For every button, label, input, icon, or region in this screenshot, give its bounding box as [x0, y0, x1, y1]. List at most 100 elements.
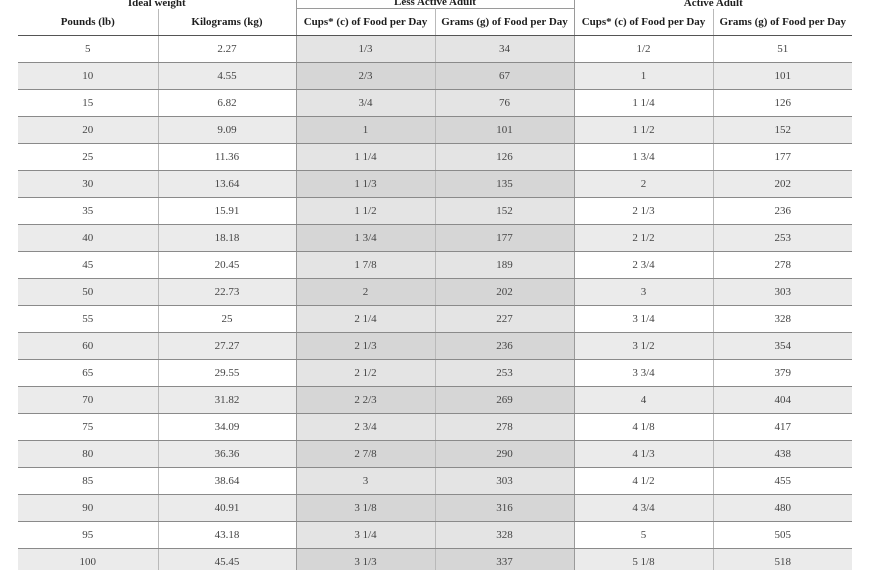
cell-less-active-cups: 2 2/3	[295, 386, 436, 414]
cell-active-cups: 2 1/2	[574, 224, 714, 252]
cell-active-cups: 1 1/2	[574, 116, 714, 144]
cell-active-cups: 2 1/3	[574, 197, 714, 225]
table-body: 5 2.27 1/3 34 1/2 51 10 4.55 2/3 67 1 101 15 6.82 3/4 7…	[18, 35, 853, 570]
cell-pounds: 20	[18, 116, 159, 144]
column-header-less-active-cups: Cups* (c) of Food per Day	[295, 8, 436, 36]
table-row: 80 36.36 2 7/8 290 4 1/3 438	[18, 440, 853, 468]
cell-active-grams: 202	[713, 170, 853, 198]
cell-less-active-cups: 2 7/8	[295, 440, 436, 468]
cell-active-grams: 101	[713, 62, 853, 90]
cell-less-active-cups: 2/3	[295, 62, 436, 90]
cell-active-cups: 2	[574, 170, 714, 198]
cell-less-active-grams: 303	[435, 467, 575, 495]
cell-kilograms: 29.55	[158, 359, 296, 387]
cell-active-cups: 3 1/2	[574, 332, 714, 360]
cell-less-active-cups: 1 1/2	[295, 197, 436, 225]
cell-less-active-cups: 3/4	[295, 89, 436, 117]
cell-active-cups: 5 1/8	[574, 548, 714, 570]
cell-active-cups: 1/2	[574, 35, 714, 63]
cell-pounds: 10	[18, 62, 159, 90]
cell-active-cups: 3 1/4	[574, 305, 714, 333]
cell-less-active-grams: 152	[435, 197, 575, 225]
table-row: 30 13.64 1 1/3 135 2 202	[18, 170, 853, 198]
cell-active-cups: 5	[574, 521, 714, 549]
cell-pounds: 35	[18, 197, 159, 225]
cell-pounds: 95	[18, 521, 159, 549]
cell-less-active-grams: 189	[435, 251, 575, 279]
cell-active-grams: 253	[713, 224, 853, 252]
cell-active-grams: 404	[713, 386, 853, 414]
dog-food-feeding-table: Ideal weight Less Active Adult Active Ad…	[18, 0, 853, 570]
cell-active-cups: 4 1/8	[574, 413, 714, 441]
cell-active-cups: 3	[574, 278, 714, 306]
column-header-row: Pounds (lb) Kilograms (kg) Cups* (c) of …	[18, 8, 853, 36]
cell-pounds: 85	[18, 467, 159, 495]
cell-less-active-cups: 3 1/8	[295, 494, 436, 522]
cell-less-active-cups: 2 3/4	[295, 413, 436, 441]
cell-less-active-cups: 3 1/4	[295, 521, 436, 549]
cell-kilograms: 40.91	[158, 494, 296, 522]
cell-kilograms: 11.36	[158, 143, 296, 171]
cell-pounds: 5	[18, 35, 159, 63]
cell-active-grams: 354	[713, 332, 853, 360]
table-row: 65 29.55 2 1/2 253 3 3/4 379	[18, 359, 853, 387]
cell-kilograms: 45.45	[158, 548, 296, 570]
cell-kilograms: 31.82	[158, 386, 296, 414]
cell-active-grams: 126	[713, 89, 853, 117]
table-row: 100 45.45 3 1/3 337 5 1/8 518	[18, 548, 853, 570]
cell-pounds: 100	[18, 548, 159, 570]
group-header-less-active-adult: Less Active Adult	[295, 0, 575, 9]
cell-active-cups: 4	[574, 386, 714, 414]
group-header-active-adult: Active Adult	[683, 0, 743, 9]
table-row: 10 4.55 2/3 67 1 101	[18, 62, 853, 90]
cell-active-grams: 438	[713, 440, 853, 468]
table-row: 75 34.09 2 3/4 278 4 1/8 417	[18, 413, 853, 441]
cell-kilograms: 34.09	[158, 413, 296, 441]
cell-less-active-grams: 227	[435, 305, 575, 333]
cell-less-active-grams: 269	[435, 386, 575, 414]
cell-less-active-cups: 1 1/3	[295, 170, 436, 198]
cell-less-active-cups: 3	[295, 467, 436, 495]
cell-active-cups: 4 3/4	[574, 494, 714, 522]
table-row: 50 22.73 2 202 3 303	[18, 278, 853, 306]
cell-less-active-cups: 1	[295, 116, 436, 144]
cell-active-grams: 278	[713, 251, 853, 279]
cell-pounds: 55	[18, 305, 159, 333]
cell-less-active-grams: 126	[435, 143, 575, 171]
column-header-pounds: Pounds (lb)	[18, 8, 159, 36]
cell-kilograms: 6.82	[158, 89, 296, 117]
cell-less-active-grams: 290	[435, 440, 575, 468]
cell-pounds: 50	[18, 278, 159, 306]
cell-active-cups: 1 3/4	[574, 143, 714, 171]
cell-less-active-grams: 101	[435, 116, 575, 144]
cell-active-grams: 236	[713, 197, 853, 225]
cell-pounds: 75	[18, 413, 159, 441]
cell-less-active-grams: 135	[435, 170, 575, 198]
cell-kilograms: 27.27	[158, 332, 296, 360]
group-header-row: Ideal weight Less Active Adult Active Ad…	[18, 0, 852, 9]
cell-pounds: 60	[18, 332, 159, 360]
cell-less-active-cups: 2 1/3	[295, 332, 436, 360]
cell-active-grams: 152	[713, 116, 853, 144]
table-row: 90 40.91 3 1/8 316 4 3/4 480	[18, 494, 853, 522]
cell-kilograms: 9.09	[158, 116, 296, 144]
table-row: 70 31.82 2 2/3 269 4 404	[18, 386, 853, 414]
group-header-ideal-weight: Ideal weight	[127, 0, 186, 9]
cell-less-active-cups: 3 1/3	[295, 548, 436, 570]
cell-pounds: 90	[18, 494, 159, 522]
cell-kilograms: 4.55	[158, 62, 296, 90]
cell-less-active-cups: 1 1/4	[295, 143, 436, 171]
cell-active-grams: 518	[713, 548, 853, 570]
cell-kilograms: 15.91	[158, 197, 296, 225]
cell-active-grams: 328	[713, 305, 853, 333]
cell-less-active-grams: 328	[435, 521, 575, 549]
column-header-less-active-grams: Grams (g) of Food per Day	[435, 8, 575, 36]
cell-pounds: 15	[18, 89, 159, 117]
cell-kilograms: 38.64	[158, 467, 296, 495]
cell-less-active-cups: 2	[295, 278, 436, 306]
cell-less-active-cups: 2 1/2	[295, 359, 436, 387]
cell-less-active-grams: 202	[435, 278, 575, 306]
table-row: 55 25 2 1/4 227 3 1/4 328	[18, 305, 853, 333]
cell-less-active-grams: 316	[435, 494, 575, 522]
